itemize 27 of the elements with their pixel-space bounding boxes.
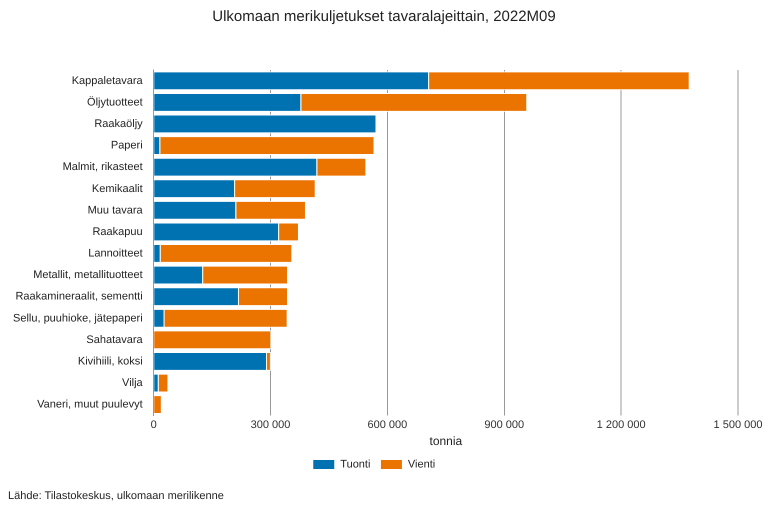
x-tick-label: 1 500 000 <box>714 419 762 432</box>
y-tick-label: Kivihiili, koksi <box>78 355 143 368</box>
y-tick-label: Kemikaalit <box>92 182 143 195</box>
y-tick-label: Sellu, puuhioke, jätepaperi <box>12 312 143 324</box>
text: Lähde: Tilastokeskus, ulkomaan merilikenne <box>8 490 224 502</box>
y-tick-label: Vaneri, muut puulevyt <box>37 398 143 411</box>
x-tick-label: 900 000 <box>484 419 524 432</box>
x-axis-title: tonnia <box>429 434 462 448</box>
y-tick-label: Raakamineraalit, sementti <box>15 290 143 303</box>
y-tick-label: Lannoitteet <box>88 248 143 260</box>
chart-title: Ulkomaan merikuljetukset tavaralajeittain, 2022M09 <box>211 8 557 25</box>
legend-label: Vienti <box>408 458 436 471</box>
y-tick-label: Sahatavara <box>86 334 144 346</box>
y-tick-label: Kappaletavara <box>72 74 144 87</box>
y-tick-label: Paperi <box>110 140 143 152</box>
x-tick-label: 600 000 <box>368 419 408 432</box>
x-tick-label: 1 200 000 <box>596 419 646 432</box>
x-tick-label: 0 <box>150 419 157 432</box>
y-tick-label: Metallit, metallituotteet <box>33 269 143 282</box>
y-tick-label: Vilja <box>122 377 144 390</box>
x-tick-label: 300 000 <box>250 419 290 432</box>
y-tick-label: Raakaöljy <box>94 118 144 130</box>
y-tick-label: Malmit, rikasteet <box>62 161 143 174</box>
y-tick-label: Muu tavara <box>88 204 144 216</box>
y-tick-label: Raakapuu <box>92 226 143 238</box>
y-tick-label: Öljytuotteet <box>87 95 143 108</box>
legend-label: Tuonti <box>340 458 370 471</box>
